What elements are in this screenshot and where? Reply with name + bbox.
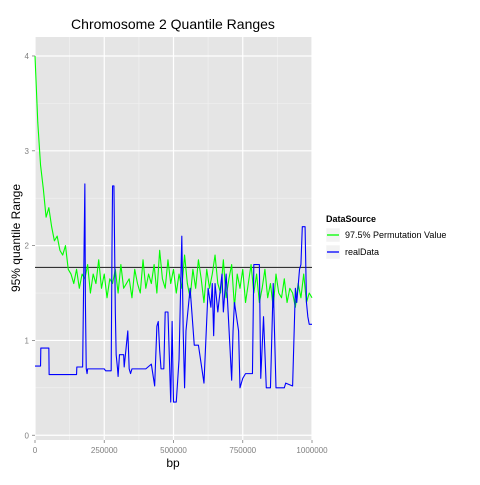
x-tick-label: 500000 — [160, 446, 187, 455]
series-line-real-data — [35, 183, 312, 403]
series-line-permutation-value — [34, 55, 313, 308]
legend-entries: 97.5% Permutation Value realData — [325, 227, 446, 260]
y-tick-label: 4 — [25, 52, 30, 61]
legend: DataSource 97.5% Permutation Value realDa… — [325, 214, 446, 260]
x-tick-label: 1000000 — [296, 446, 328, 455]
x-tick-label: 0 — [33, 446, 38, 455]
series-layer — [34, 55, 313, 403]
y-tick-label: 1 — [25, 336, 30, 345]
x-tick-label: 250000 — [91, 446, 118, 455]
axis-layer: 0 250000 500000 750000 1000000 0 1 2 3 4 — [25, 52, 329, 455]
legend-label: realData — [345, 247, 379, 257]
y-tick-label: 0 — [25, 431, 30, 440]
legend-title: DataSource — [326, 214, 376, 224]
chart-title: Chromosome 2 Quantile Ranges — [71, 16, 275, 32]
x-tick-label: 750000 — [229, 446, 256, 455]
x-axis-label: bp — [166, 456, 180, 470]
grid-layer — [34, 37, 313, 440]
y-axis-label: 95% quantile Range — [9, 184, 23, 292]
legend-label: 97.5% Permutation Value — [345, 230, 446, 240]
y-tick-label: 3 — [25, 147, 30, 156]
y-tick-label: 2 — [25, 242, 30, 251]
